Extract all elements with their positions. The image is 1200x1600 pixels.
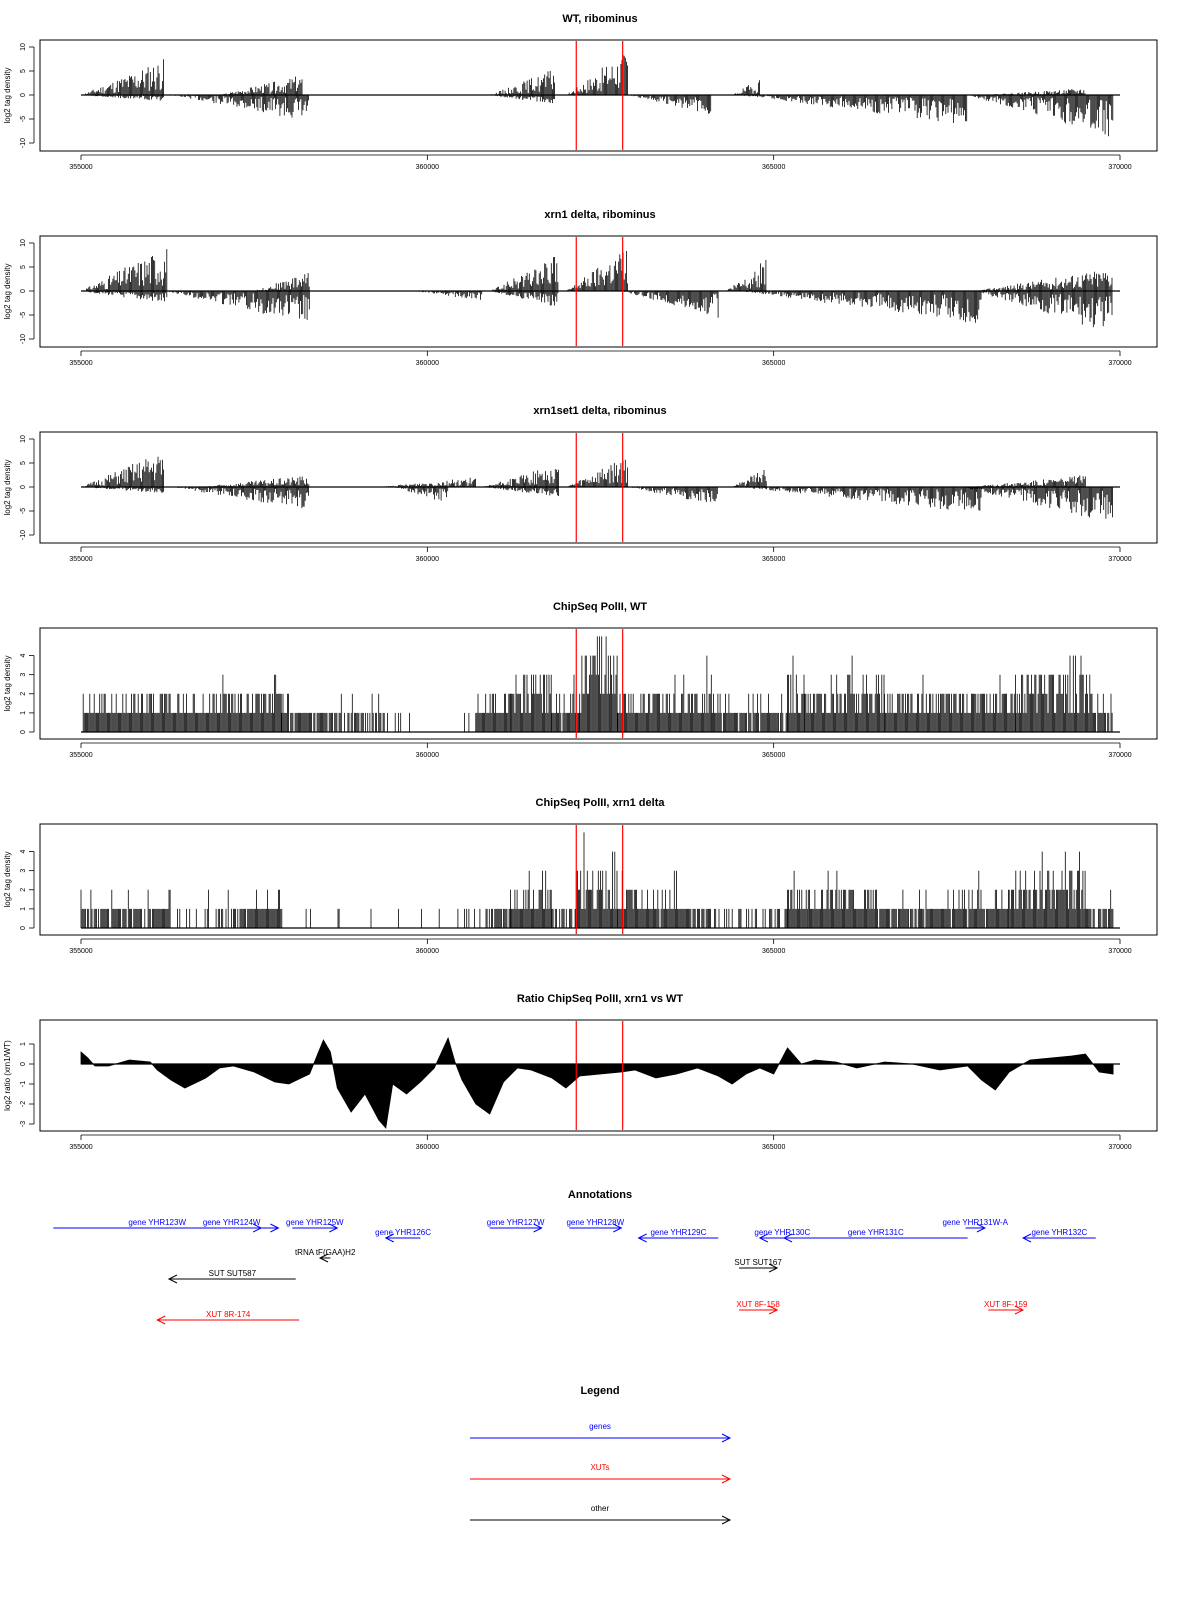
x-tick-label: 360000 [416, 164, 439, 171]
x-axis: 355000 360000 365000 370000 [69, 546, 1132, 563]
y-axis-label: log2 tag density [3, 655, 12, 711]
x-axis: 355000 360000 365000 370000 [69, 742, 1132, 759]
y-tick-label: -10 [20, 334, 27, 344]
y-axis-label: log2 tag density [3, 67, 12, 123]
chart-panel-4: ChipSeq PolII, WT 0 1 2 3 4 log2 tag density 35… [3, 601, 1158, 759]
x-tick-label: 365000 [762, 752, 785, 759]
x-tick-label: 370000 [1108, 164, 1131, 171]
y-tick-label: 2 [20, 692, 27, 696]
x-tick-label: 360000 [416, 752, 439, 759]
bar-series [82, 456, 1113, 519]
y-tick-label: 10 [20, 435, 27, 443]
y-tick-label: 10 [20, 43, 27, 51]
y-tick-label: 4 [20, 654, 27, 658]
y-tick-label: 0 [20, 730, 27, 734]
chart-title: ChipSeq PolII, xrn1 delta [536, 797, 666, 809]
x-tick-label: 365000 [762, 164, 785, 171]
bar-series [82, 636, 1113, 732]
y-tick-label: 10 [20, 239, 27, 247]
y-tick-label: 0 [20, 93, 27, 97]
y-axis-label: log2 tag density [3, 459, 12, 515]
chart-panel-1: WT, ribominus -10 -5 0 5 10 log2 tag density 35… [3, 13, 1158, 171]
bar-series [80, 832, 1114, 928]
plot-frame [39, 235, 1158, 348]
bar-series [82, 249, 1113, 328]
y-axis: 0 1 2 3 4 log2 tag density [3, 654, 35, 734]
chart-title: ChipSeq PolII, WT [553, 601, 647, 613]
plot-frame [39, 823, 1158, 936]
x-tick-label: 365000 [762, 556, 785, 563]
x-axis: 355000 360000 365000 370000 [69, 154, 1132, 171]
y-tick-label: 1 [20, 711, 27, 715]
y-tick-label: -5 [20, 508, 27, 514]
x-tick-label: 370000 [1108, 360, 1131, 367]
y-axis-label: log2 tag density [3, 263, 12, 319]
chart-title: xrn1set1 delta, ribominus [533, 405, 666, 417]
chart-title: WT, ribominus [562, 13, 637, 25]
x-tick-label: 355000 [69, 164, 92, 171]
y-tick-label: 0 [20, 485, 27, 489]
y-tick-label: -5 [20, 312, 27, 318]
y-axis: -10 -5 0 5 10 log2 tag density [3, 43, 35, 148]
y-tick-label: 5 [20, 69, 27, 73]
x-tick-label: 360000 [416, 556, 439, 563]
chart-panel-2: xrn1 delta, ribominus -10 -5 0 5 10 log2 tag d… [3, 209, 1158, 367]
x-axis: 355000 360000 365000 370000 [69, 350, 1132, 367]
y-axis: -10 -5 0 5 10 log2 tag density [3, 435, 35, 540]
plot-frame [39, 431, 1158, 544]
y-tick-label: -5 [20, 116, 27, 122]
x-tick-label: 355000 [69, 360, 92, 367]
y-tick-label: -10 [20, 530, 27, 540]
chart-title: xrn1 delta, ribominus [544, 209, 655, 221]
x-tick-label: 355000 [69, 752, 92, 759]
y-tick-label: 3 [20, 673, 27, 677]
y-axis: -10 -5 0 5 10 log2 tag density [3, 239, 35, 344]
plot-frame [39, 39, 1158, 152]
x-tick-label: 360000 [416, 360, 439, 367]
y-tick-label: -10 [20, 138, 27, 148]
y-tick-label: 5 [20, 461, 27, 465]
y-tick-label: 0 [20, 289, 27, 293]
x-tick-label: 370000 [1108, 556, 1131, 563]
x-tick-label: 355000 [69, 556, 92, 563]
x-tick-label: 365000 [762, 360, 785, 367]
chart-panel-3: xrn1set1 delta, ribominus -10 -5 0 5 10 log2 t… [3, 405, 1158, 563]
y-tick-label: 5 [20, 265, 27, 269]
plot-frame [39, 627, 1158, 740]
x-tick-label: 370000 [1108, 752, 1131, 759]
